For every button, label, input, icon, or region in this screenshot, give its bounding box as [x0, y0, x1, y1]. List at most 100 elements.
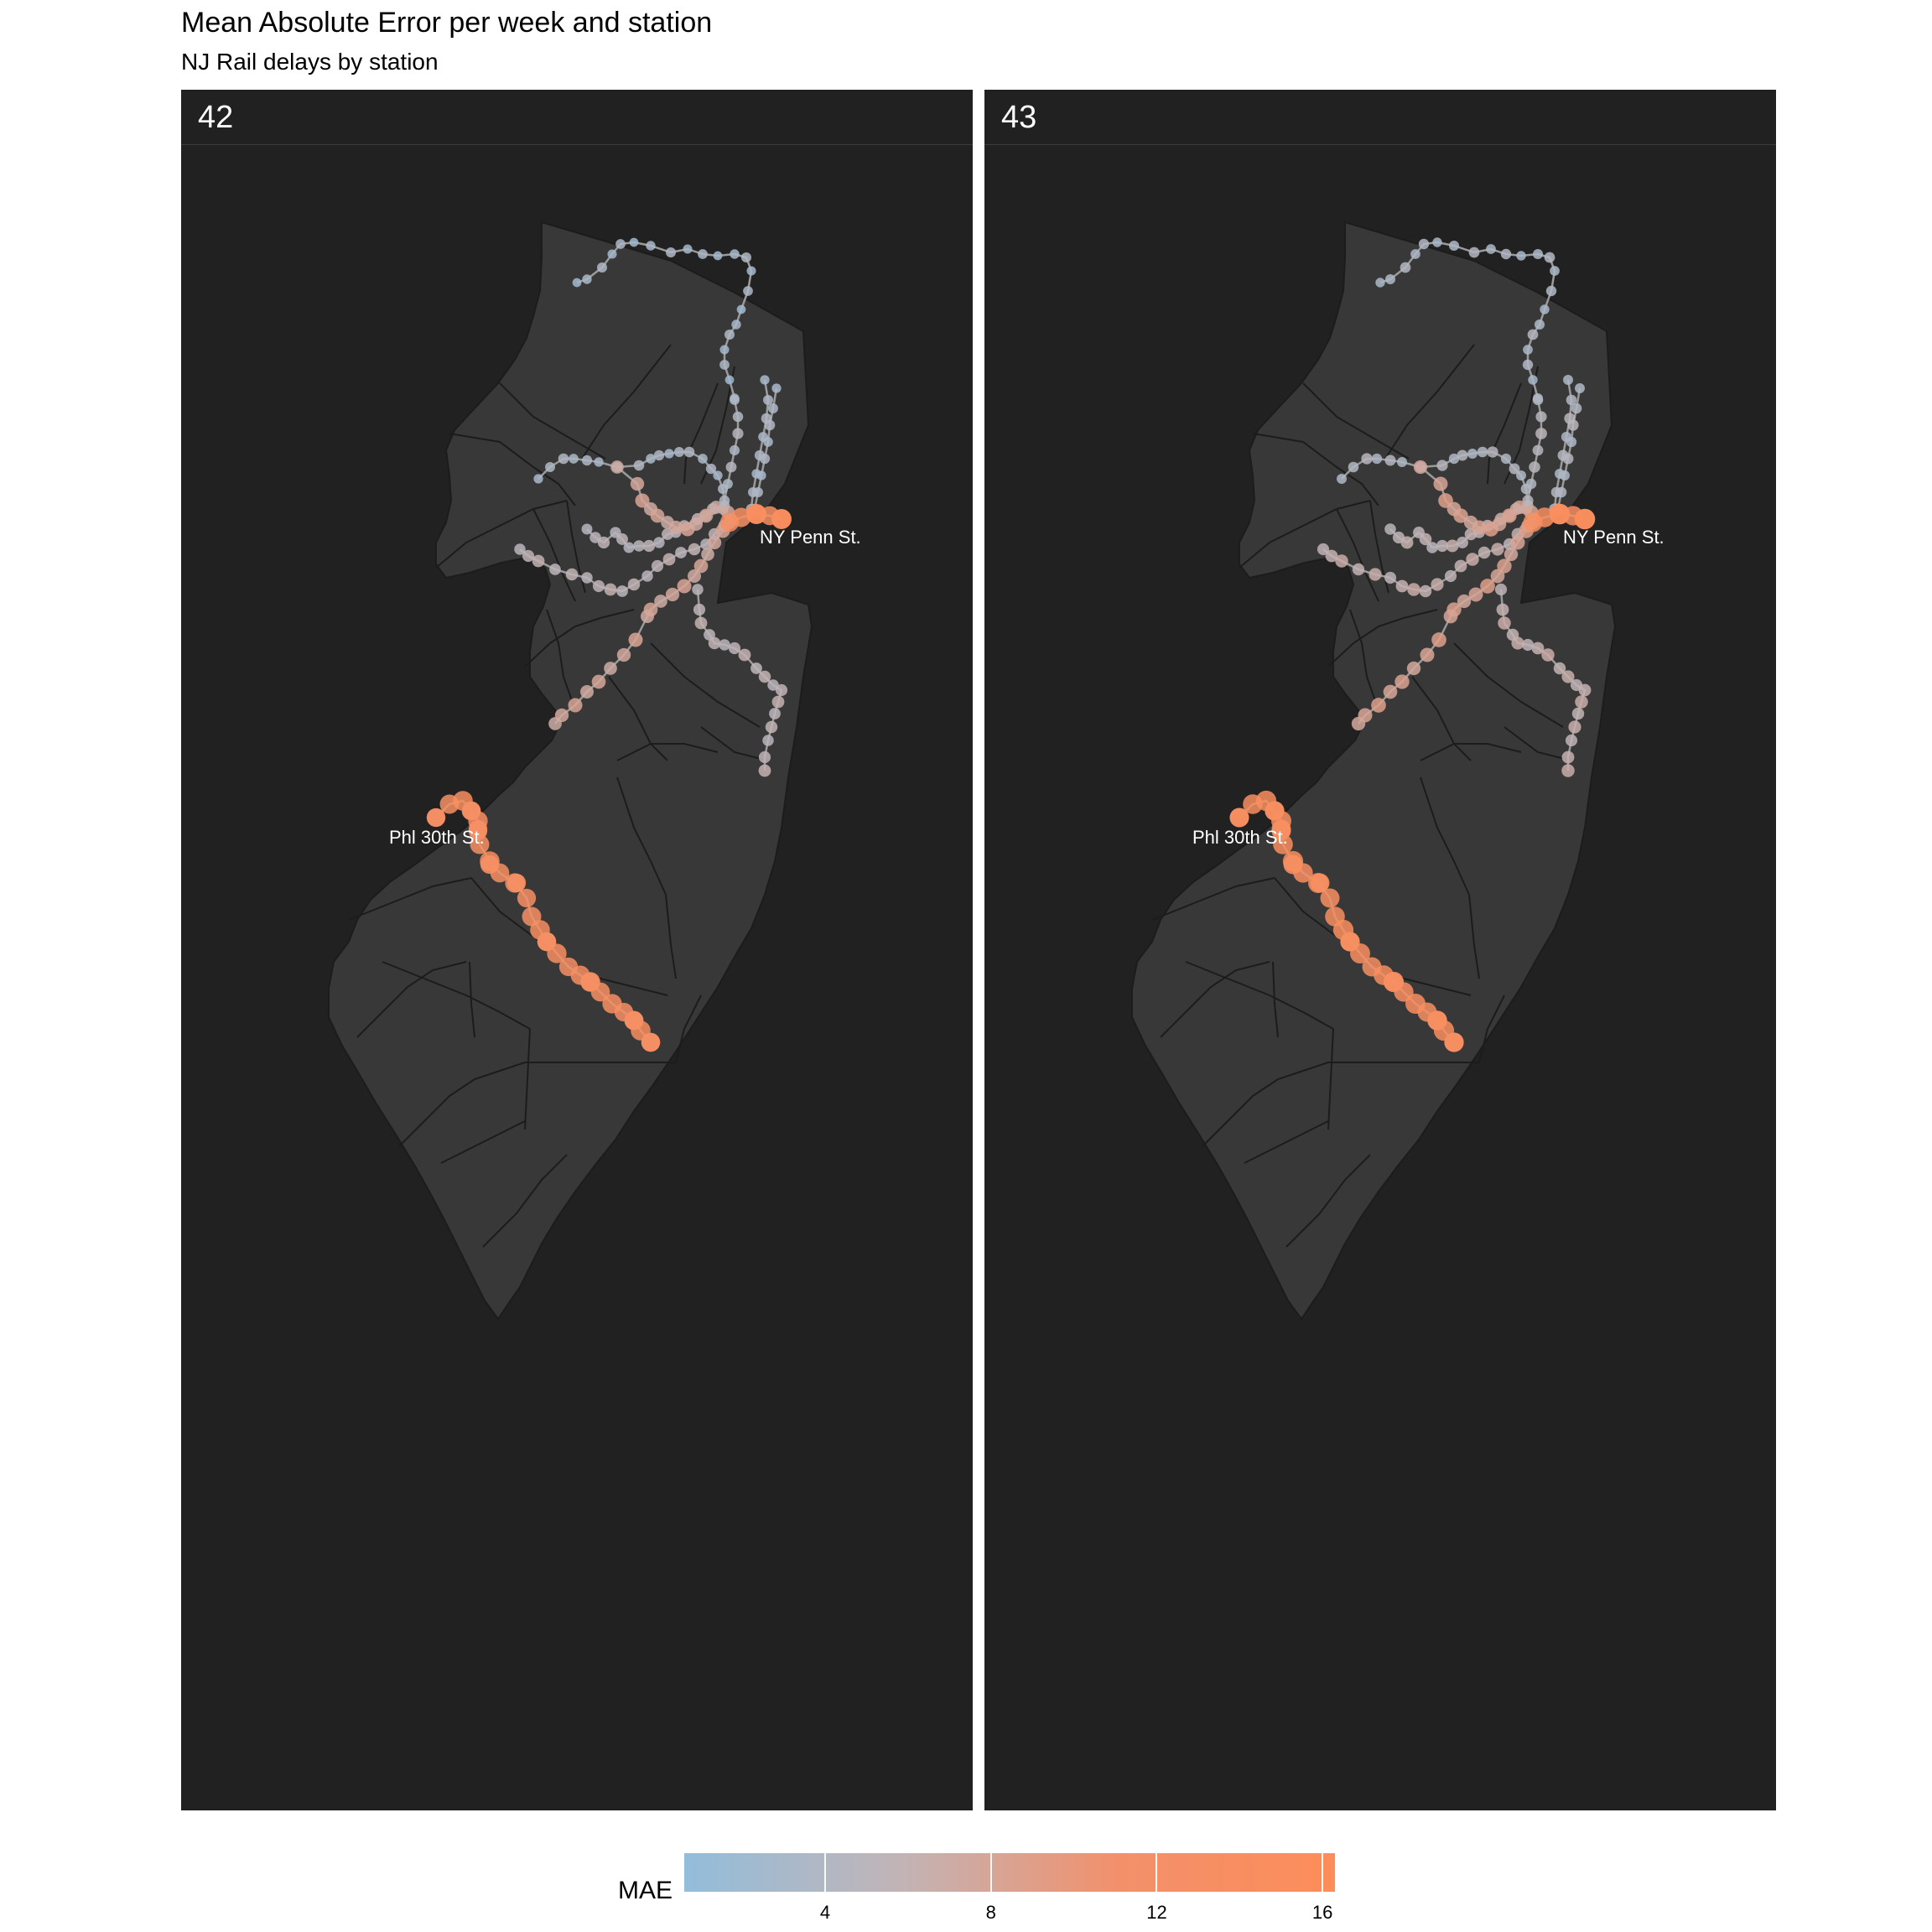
- station-point: [743, 286, 753, 296]
- legend-tick-mark: [824, 1853, 827, 1892]
- county-boundaries: [1151, 344, 1572, 1248]
- station-point: [1534, 319, 1545, 330]
- station-point: [1568, 720, 1581, 734]
- station-point: [729, 444, 740, 456]
- station-point: [1335, 554, 1348, 568]
- station-point: [732, 428, 744, 439]
- station-point: [665, 247, 677, 258]
- legend-tick-label: 4: [819, 1902, 831, 1923]
- legend-title: MAE: [618, 1877, 673, 1904]
- station-point: [597, 536, 610, 549]
- station-point: [1371, 698, 1386, 713]
- station-point: [1487, 446, 1498, 458]
- station-point: [1453, 508, 1468, 523]
- station-point: [1384, 454, 1396, 466]
- station-point: [1384, 523, 1396, 535]
- station-point: [759, 453, 771, 465]
- facet-label: 43: [1001, 100, 1037, 135]
- station-point: [1561, 750, 1575, 764]
- station-point: [1500, 248, 1512, 260]
- station-points: [426, 237, 792, 1052]
- station-point: [1271, 819, 1291, 839]
- station-point: [758, 750, 771, 764]
- station-point: [1431, 632, 1446, 647]
- station-point: [719, 639, 730, 651]
- station-point: [705, 463, 717, 475]
- station-point: [1273, 834, 1293, 854]
- station-point: [1371, 453, 1383, 465]
- station-point: [558, 453, 569, 465]
- station-point: [731, 319, 741, 330]
- station-point: [1522, 359, 1534, 371]
- station-point: [643, 602, 658, 617]
- station-point: [762, 735, 774, 746]
- station-point: [1358, 708, 1373, 723]
- station-point: [746, 504, 766, 524]
- station-point: [1567, 419, 1579, 431]
- phl-30th-label: Phl 30th St.: [1192, 827, 1288, 848]
- station-point: [730, 395, 740, 405]
- station-point: [650, 508, 665, 523]
- station-point: [1340, 932, 1360, 952]
- station-point: [569, 454, 579, 464]
- station-point: [646, 241, 656, 251]
- rail-line: [576, 241, 753, 399]
- station-point: [627, 578, 641, 591]
- station-point: [1555, 486, 1567, 498]
- station-point: [687, 569, 702, 584]
- station-point: [1413, 460, 1428, 475]
- station-point: [1446, 602, 1462, 617]
- chart-subtitle: NJ Rail delays by station: [181, 49, 439, 75]
- ny-penn-label: NY Penn St.: [1563, 527, 1665, 548]
- station-point: [470, 834, 490, 854]
- station-point: [1352, 563, 1365, 576]
- station-point: [1446, 539, 1459, 553]
- station-point: [1510, 535, 1525, 550]
- station-point: [771, 383, 782, 393]
- station-point: [651, 559, 664, 573]
- station-point: [533, 474, 543, 484]
- station-point: [616, 533, 628, 545]
- station-point: [1320, 888, 1340, 908]
- station-point: [674, 447, 684, 457]
- legend-tick-label: 16: [1311, 1902, 1333, 1923]
- station-point: [724, 329, 735, 340]
- station-point: [1427, 1010, 1447, 1031]
- station-point: [1432, 237, 1442, 247]
- station-point: [731, 507, 751, 527]
- station-point: [1532, 248, 1544, 260]
- facet-panel-week-42: 42 NY Penn St. Phl 30th St.: [181, 90, 973, 1810]
- station-point: [1509, 463, 1520, 475]
- station-point: [725, 461, 737, 473]
- station-point: [746, 266, 756, 276]
- station-point: [646, 454, 656, 464]
- station-point: [1368, 568, 1382, 581]
- station-point: [426, 808, 446, 828]
- station-point: [1531, 641, 1545, 655]
- station-point: [1467, 449, 1478, 459]
- station-point: [1454, 559, 1467, 573]
- station-point: [738, 648, 751, 662]
- station-point: [1436, 460, 1448, 471]
- station-point: [1540, 304, 1550, 314]
- station-point: [1528, 375, 1538, 385]
- station-point: [1550, 266, 1560, 276]
- station-point: [728, 641, 741, 655]
- station-point: [1444, 569, 1457, 583]
- station-point: [580, 972, 600, 992]
- station-point: [693, 558, 709, 574]
- station-point: [1561, 764, 1575, 777]
- station-point: [1575, 695, 1588, 709]
- station-point: [1436, 539, 1449, 553]
- station-point: [514, 543, 526, 555]
- station-point: [633, 460, 645, 471]
- facet-panel-week-43: 43 NY Penn St. Phl 30th St.: [984, 90, 1776, 1810]
- legend-tick-mark: [1156, 1853, 1158, 1892]
- nj-state-shape: [328, 221, 813, 1321]
- station-point: [1574, 508, 1596, 530]
- station-point: [1578, 683, 1592, 697]
- station-point: [604, 662, 617, 675]
- station-point: [1420, 647, 1435, 662]
- chart-title: Mean Absolute Error per week and station: [181, 7, 713, 39]
- station-point: [653, 537, 665, 548]
